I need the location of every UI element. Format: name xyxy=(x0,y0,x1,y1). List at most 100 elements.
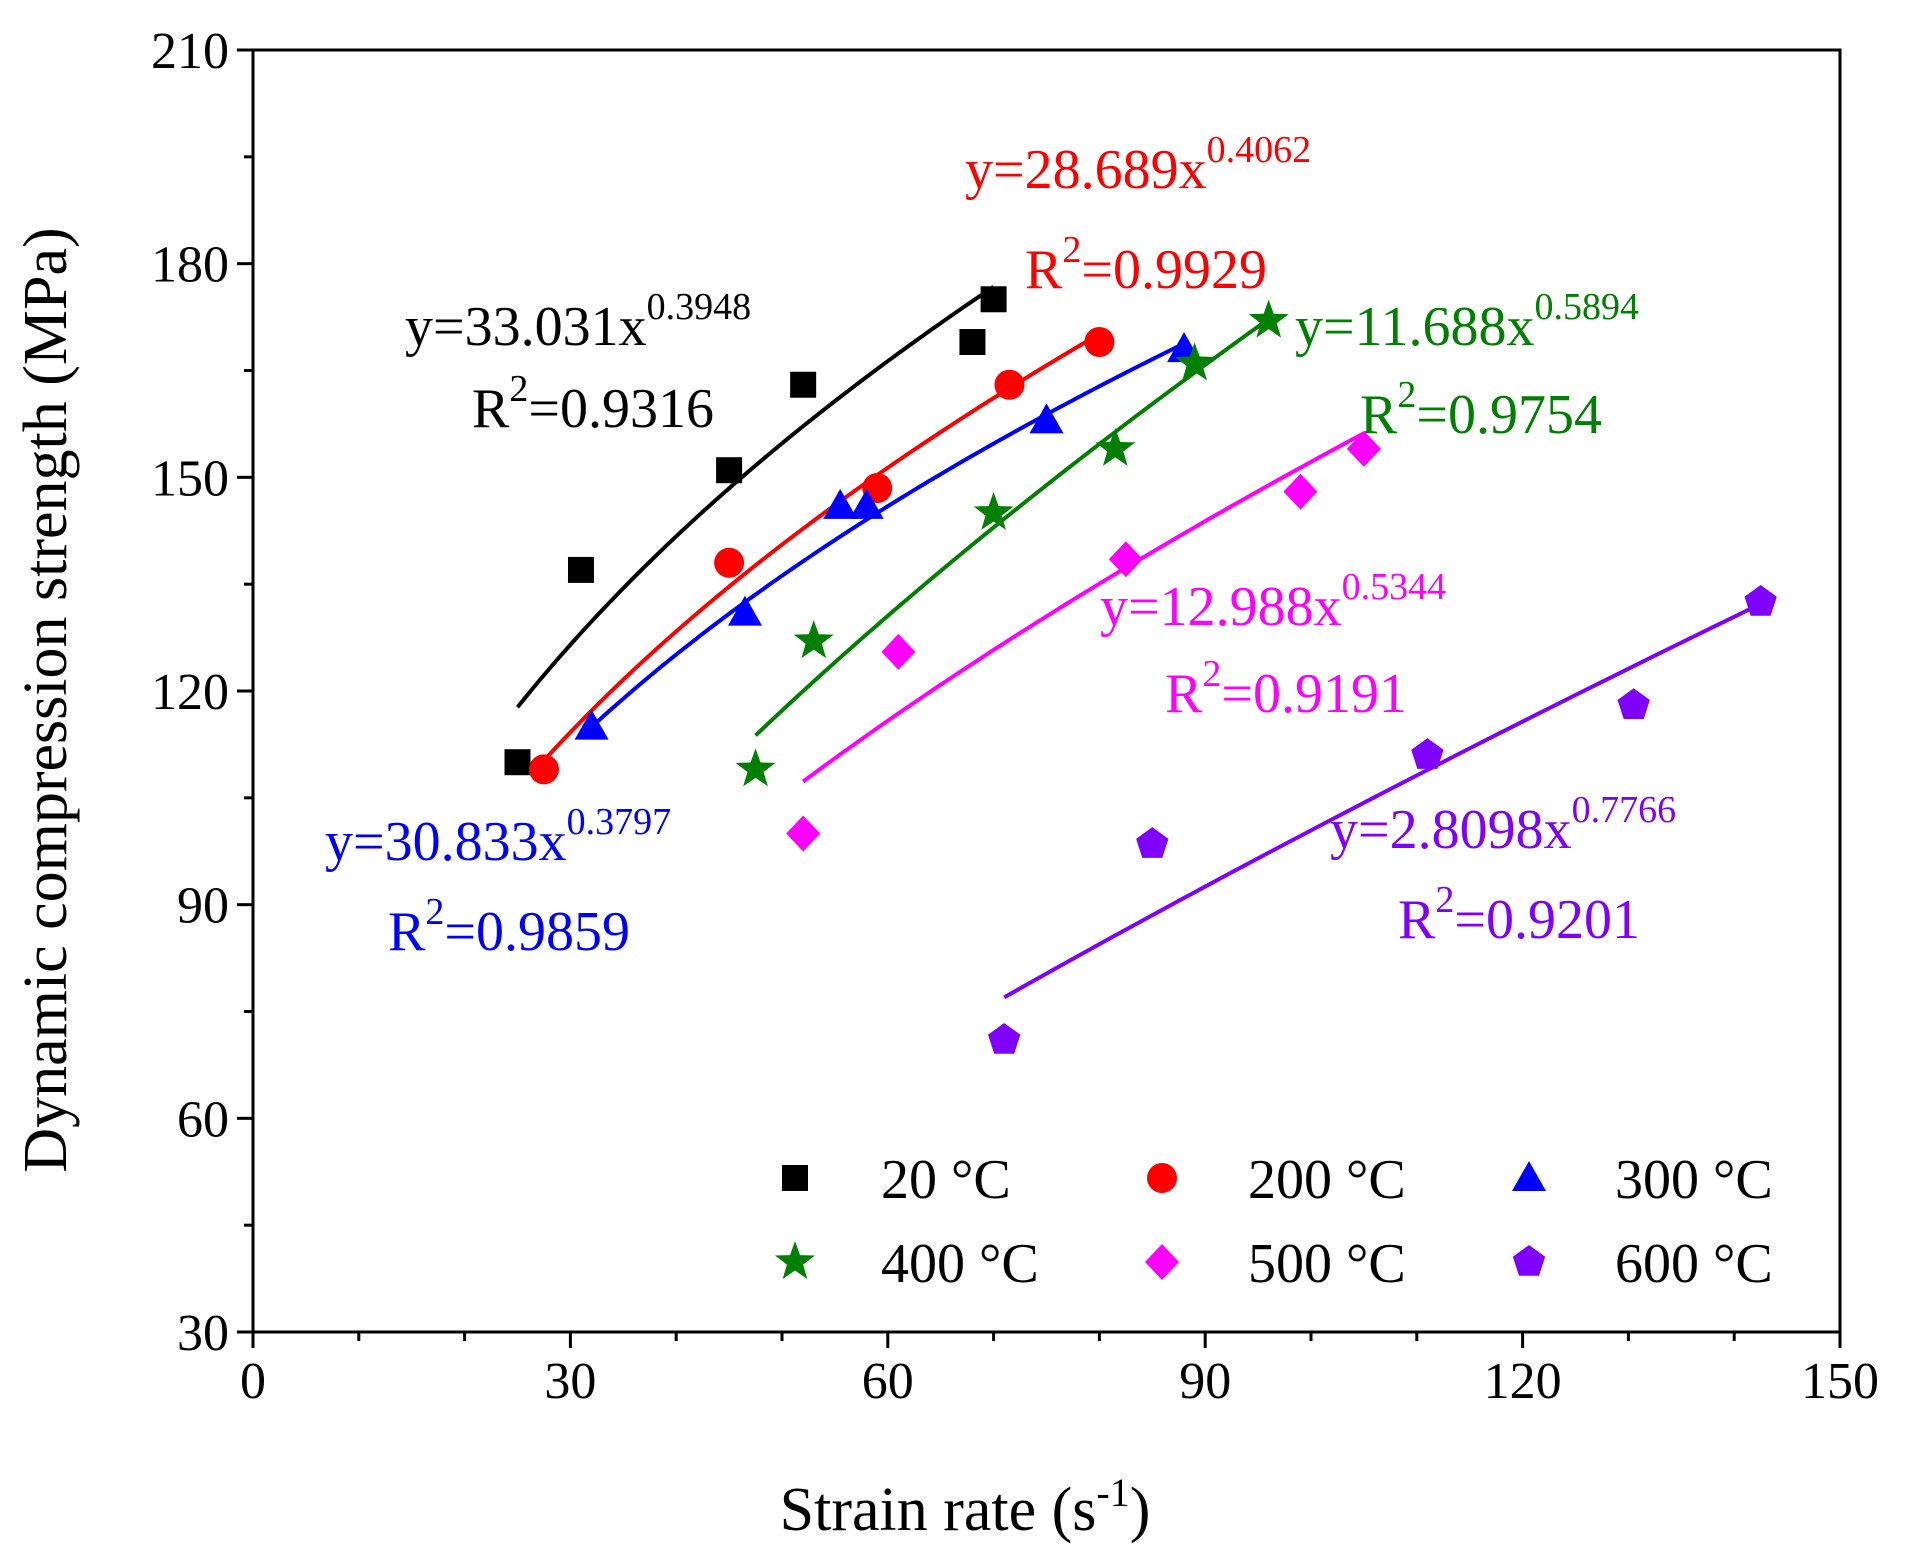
legend-label: 400 °C xyxy=(881,1233,1039,1295)
r2-prefix: R xyxy=(1025,239,1063,301)
fit-r2-series-4: R2=0.9191 xyxy=(1165,653,1407,725)
data-point-series-0 xyxy=(567,556,594,583)
y-tick-label: 30 xyxy=(177,1305,229,1362)
fit-equation-series-2: y=30.833x0.3797 xyxy=(325,801,671,873)
fit-equation-exponent: 0.5344 xyxy=(1342,566,1447,608)
data-point-series-3 xyxy=(793,620,834,659)
data-point-series-2 xyxy=(574,709,609,740)
r2-superscript: 2 xyxy=(509,368,528,410)
legend-item-1: 200 °C xyxy=(1147,1149,1406,1211)
data-point-series-2 xyxy=(727,595,762,626)
fit-curve-series-5 xyxy=(1003,602,1762,1000)
y-axis-title: Dynamic compression strength (MPa) xyxy=(12,227,80,1172)
data-point-series-2 xyxy=(823,488,858,519)
fit-equation-base: y=11.688x xyxy=(1295,296,1535,358)
data-point-series-1 xyxy=(994,369,1025,400)
r2-superscript: 2 xyxy=(1397,374,1416,416)
r2-superscript: 2 xyxy=(1435,879,1454,921)
r2-superscript: 2 xyxy=(1202,653,1221,695)
y-tick-label: 150 xyxy=(151,450,229,507)
data-point-series-5 xyxy=(988,1022,1021,1054)
fit-equation-base: y=12.988x xyxy=(1100,576,1342,638)
y-tick-label: 180 xyxy=(151,237,229,294)
data-point-series-4 xyxy=(881,633,916,670)
fit-equation-series-5: y=2.8098x0.7766 xyxy=(1330,789,1676,861)
legend-marker xyxy=(1145,1244,1179,1280)
fit-equation-base: y=33.031x xyxy=(405,296,647,358)
data-point-series-3 xyxy=(973,491,1014,530)
x-tick-label: 60 xyxy=(862,1353,914,1410)
legend-marker xyxy=(782,1165,808,1191)
r2-prefix: R xyxy=(1398,889,1436,951)
fit-r2-series-5: R2=0.9201 xyxy=(1398,879,1640,951)
fit-curves xyxy=(515,285,1762,1000)
r2-value: =0.9201 xyxy=(1454,889,1640,951)
r2-value: =0.9191 xyxy=(1221,663,1407,725)
r2-prefix: R xyxy=(388,901,426,963)
legend-label: 300 °C xyxy=(1615,1149,1773,1211)
y-tick-label: 210 xyxy=(151,23,229,80)
fit-equation-base: y=28.689x xyxy=(965,139,1207,201)
fit-equation-base: y=2.8098x xyxy=(1330,799,1572,861)
fit-equation-series-1: y=28.689x0.4062 xyxy=(965,129,1311,201)
data-point-series-4 xyxy=(1346,430,1381,467)
legend-label: 500 °C xyxy=(1248,1233,1406,1295)
data-point-series-5 xyxy=(1136,827,1169,858)
data-point-series-0 xyxy=(716,457,743,484)
y-tick-label: 60 xyxy=(177,1091,229,1148)
legend-item-4: 500 °C xyxy=(1145,1233,1406,1295)
legend-item-0: 20 °C xyxy=(782,1149,1011,1211)
x-axis-title-sup: -1 xyxy=(1096,1470,1129,1515)
legend-marker xyxy=(1512,1161,1546,1191)
fit-r2-series-2: R2=0.9859 xyxy=(388,891,630,963)
data-point-series-4 xyxy=(1283,473,1318,510)
r2-value: =0.9754 xyxy=(1416,384,1602,446)
data-point-series-4 xyxy=(1108,541,1143,578)
legend-marker xyxy=(1147,1163,1177,1193)
x-axis-title: Strain rate (s-1) xyxy=(780,1470,1151,1544)
fit-equation-exponent: 0.3948 xyxy=(647,286,752,328)
data-point-series-0 xyxy=(504,749,531,776)
r2-superscript: 2 xyxy=(425,891,444,933)
fit-equation-exponent: 0.3797 xyxy=(567,801,672,843)
fit-equation-base: y=30.833x xyxy=(325,811,567,873)
fit-equation-series-0: y=33.031x0.3948 xyxy=(405,286,751,358)
r2-value: =0.9859 xyxy=(444,901,630,963)
fit-curve-series-0 xyxy=(515,285,995,709)
x-tick-label: 30 xyxy=(544,1353,596,1410)
data-point-series-0 xyxy=(959,329,986,356)
fit-equation-series-4: y=12.988x0.5344 xyxy=(1100,566,1446,638)
data-point-series-4 xyxy=(786,815,821,852)
data-point-series-3 xyxy=(1248,299,1289,338)
legend-marker xyxy=(1512,1245,1546,1276)
r2-superscript: 2 xyxy=(1062,229,1081,271)
legend-item-2: 300 °C xyxy=(1512,1149,1773,1211)
fit-r2-series-0: R2=0.9316 xyxy=(472,368,714,440)
fit-curve-series-2 xyxy=(590,341,1185,729)
legend-label: 200 °C xyxy=(1248,1149,1406,1211)
y-tick-label: 90 xyxy=(177,878,229,935)
r2-prefix: R xyxy=(1165,663,1203,725)
data-point-series-1 xyxy=(528,754,559,785)
fit-curve-series-4 xyxy=(801,431,1365,784)
legend-marker xyxy=(775,1241,815,1279)
legend-label: 600 °C xyxy=(1615,1233,1773,1295)
data-point-series-2 xyxy=(849,488,884,519)
data-point-series-3 xyxy=(1095,427,1136,466)
data-point-series-5 xyxy=(1617,688,1650,719)
r2-value: =0.9929 xyxy=(1081,239,1267,301)
data-point-series-0 xyxy=(980,286,1007,313)
fit-equation-exponent: 0.7766 xyxy=(1572,789,1677,831)
data-point-series-1 xyxy=(1084,327,1115,358)
fit-equation-series-3: y=11.688x0.5894 xyxy=(1295,286,1639,358)
fit-equation-exponent: 0.5894 xyxy=(1535,286,1640,328)
legend-label: 20 °C xyxy=(881,1149,1011,1211)
fit-r2-series-3: R2=0.9754 xyxy=(1360,374,1602,446)
data-point-series-0 xyxy=(790,371,817,398)
x-tick-label: 120 xyxy=(1484,1353,1562,1410)
r2-value: =0.9316 xyxy=(528,378,714,440)
legend-item-5: 600 °C xyxy=(1512,1233,1773,1295)
x-tick-label: 150 xyxy=(1801,1353,1879,1410)
